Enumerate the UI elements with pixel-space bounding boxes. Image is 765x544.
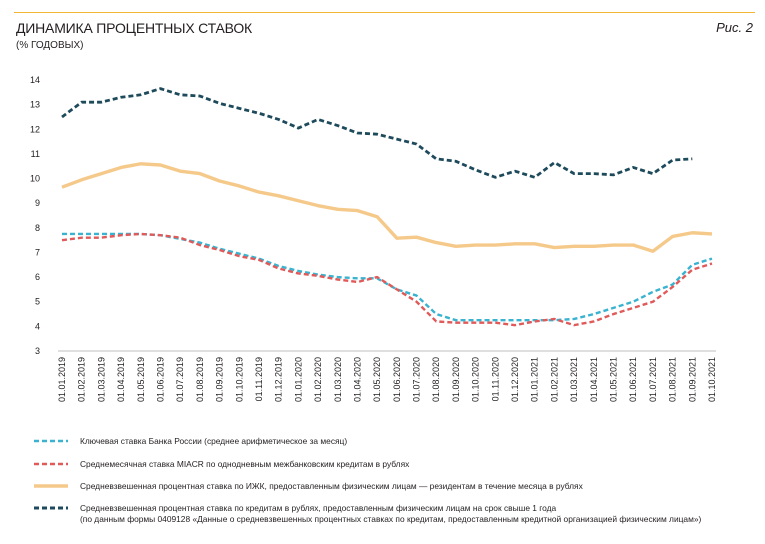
- x-tick-label: 01.04.2019: [116, 357, 126, 402]
- chart-subtitle: (% ГОДОВЫХ): [16, 40, 84, 51]
- x-tick-label: 01.08.2019: [195, 357, 205, 402]
- header-rule: [14, 12, 755, 13]
- x-tick-label: 01.02.2019: [77, 357, 87, 402]
- x-tick-label: 01.02.2020: [313, 357, 323, 402]
- y-tick-label: 5: [35, 297, 40, 307]
- legend-label-mortgage: Средневзвешенная процентная ставка по ИЖ…: [80, 481, 583, 491]
- x-tick-label: 01.07.2020: [412, 357, 422, 402]
- figure-label: Рис. 2: [716, 20, 753, 35]
- y-tick-label: 12: [30, 124, 40, 134]
- line-chart: 3 4 5 6 7 8 9 10 11 12 13 14 01.01.2019 01.02.2019 01.…: [30, 75, 717, 402]
- legend-label-consumer: Средневзвешенная процентная ставка по кр…: [80, 503, 557, 513]
- y-tick-label: 11: [31, 149, 40, 159]
- series-line-key_rate: [62, 232, 713, 322]
- x-tick-label: 01.11.2020: [490, 357, 500, 401]
- x-tick-label: 01.10.2019: [234, 357, 244, 402]
- legend-label-consumer-source: (по данным формы 0409128 «Данные о средн…: [80, 514, 702, 524]
- x-tick-label: 01.05.2021: [609, 357, 619, 402]
- x-tick-label: 01.10.2020: [471, 357, 481, 402]
- x-tick-label: 01.06.2021: [628, 357, 638, 402]
- x-tick-label: 01.05.2019: [136, 357, 146, 402]
- chart-title: ДИНАМИКА ПРОЦЕНТНЫХ СТАВОК: [16, 20, 252, 36]
- y-tick-label: 9: [35, 198, 40, 208]
- x-tick-label: 01.06.2020: [392, 357, 402, 402]
- x-tick-label: 01.07.2021: [648, 357, 658, 402]
- x-tick-label: 01.02.2021: [549, 357, 559, 402]
- x-tick-label: 01.01.2021: [530, 357, 540, 402]
- x-tick-label: 01.01.2020: [293, 357, 303, 402]
- legend-label-miacr: Среднемесячная ставка MIACR по однодневн…: [80, 459, 410, 469]
- x-tick-label: 01.09.2020: [451, 357, 461, 402]
- x-tick-label: 01.10.2021: [707, 357, 717, 402]
- y-tick-label: 6: [35, 272, 40, 282]
- y-tick-label: 8: [35, 223, 40, 233]
- legend-label-key-rate: Ключевая ставка Банка России (среднее ар…: [80, 436, 348, 446]
- x-tick-label: 01.03.2021: [569, 357, 579, 402]
- series-line-mortgage: [61, 162, 713, 253]
- y-tick-label: 10: [30, 174, 40, 184]
- x-tick-label: 01.06.2019: [155, 357, 165, 402]
- x-tick-label: 01.07.2019: [175, 357, 185, 402]
- x-tick-label: 01.09.2021: [687, 357, 697, 402]
- y-tick-label: 4: [35, 321, 40, 331]
- x-tick-label: 01.03.2019: [96, 357, 106, 402]
- series-line-miacr: [61, 232, 713, 327]
- x-tick-label: 01.03.2020: [333, 357, 343, 402]
- x-tick-label: 01.08.2021: [668, 357, 678, 402]
- x-tick-label: 01.05.2020: [372, 357, 382, 402]
- y-tick-label: 13: [30, 100, 40, 110]
- x-tick-label: 01.04.2021: [589, 357, 599, 402]
- x-tick-label: 01.01.2019: [57, 357, 67, 402]
- x-tick-label: 01.12.2019: [274, 357, 284, 402]
- x-tick-label: 01.08.2020: [431, 357, 441, 402]
- y-tick-label: 7: [35, 247, 40, 257]
- x-tick-label: 01.09.2019: [215, 357, 225, 402]
- x-tick-label: 01.12.2020: [510, 357, 520, 402]
- y-tick-label: 14: [30, 75, 40, 85]
- x-tick-label: 01.04.2020: [352, 357, 362, 402]
- series-line-consumer: [61, 87, 693, 179]
- x-tick-label: 01.11.2019: [254, 357, 264, 401]
- y-tick-label: 3: [35, 346, 40, 356]
